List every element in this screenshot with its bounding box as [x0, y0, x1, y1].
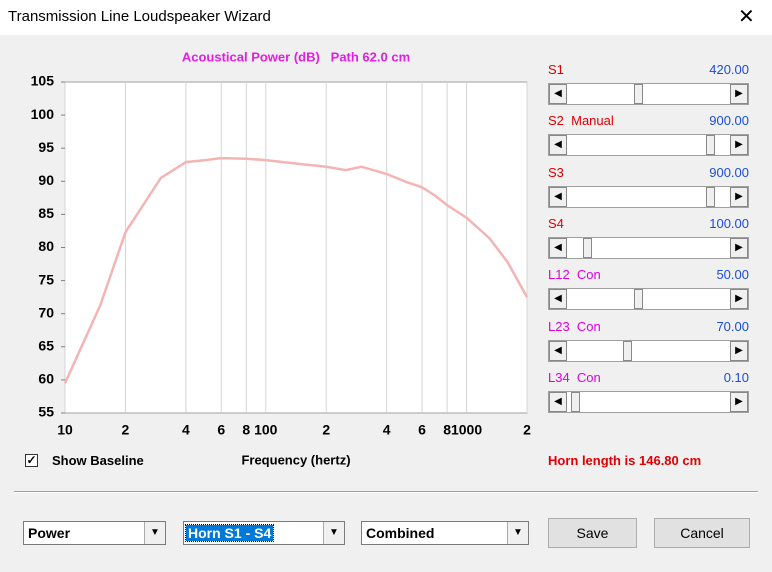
x-tick-label: 8	[443, 422, 451, 438]
slider-label: S4	[548, 215, 564, 231]
chart: Acoustical Power (dB) Path 62.0 cm Frequ…	[31, 49, 531, 467]
slider-label: S1	[548, 62, 564, 77]
slider-value: 70.00	[716, 318, 749, 334]
slider-value: 100.00	[709, 215, 749, 231]
slider-arrow-left: ◀	[549, 135, 567, 156]
slider[interactable]: ◀ ▶	[548, 83, 749, 105]
x-tick-label: 1000	[451, 422, 482, 438]
slider-label: L23 Con	[548, 318, 601, 334]
y-tick-label: 100	[31, 106, 55, 122]
slider-arrow-right: ▶	[730, 135, 748, 156]
slider-value: 0.10	[723, 369, 749, 385]
window-title: Transmission Line Loudspeaker Wizard	[8, 8, 271, 25]
y-tick-label: 80	[38, 238, 54, 254]
plot-area	[64, 81, 528, 414]
slider-arrow-right: ▶	[730, 186, 748, 207]
slider[interactable]: ◀ ▶	[548, 339, 749, 362]
slider[interactable]: ◀ ▶	[548, 288, 749, 311]
dropdown-text: Power	[28, 525, 71, 541]
slider-thumb[interactable]	[634, 84, 643, 104]
slider-arrow-left: ◀	[549, 186, 567, 207]
slider-value: 50.00	[716, 267, 749, 283]
slider-label: S3	[548, 164, 564, 180]
y-tick-label: 90	[38, 172, 54, 188]
separator	[14, 491, 758, 493]
checkbox[interactable]: ✓	[25, 453, 38, 467]
slider-arrow-right: ▶	[730, 84, 748, 104]
x-tick-label: 4	[182, 422, 190, 438]
slider-arrow-left: ◀	[549, 340, 567, 361]
y-tick-label: 65	[38, 338, 54, 354]
slider[interactable]: ◀ ▶	[548, 134, 749, 157]
slider-arrow-right: ▶	[730, 340, 748, 361]
x-tick-label: 2	[122, 422, 130, 438]
y-tick-label: 75	[38, 271, 54, 287]
slider-label: L34 Con	[548, 369, 601, 385]
dropdown-text: Horn S1 - S4	[184, 524, 275, 542]
x-tick-label: 100	[254, 422, 278, 438]
slider-arrow-right: ▶	[730, 289, 748, 310]
x-tick-label: 4	[383, 422, 391, 438]
x-tick-label: 6	[217, 422, 225, 438]
slider-thumb[interactable]	[706, 186, 715, 207]
y-tick-label: 95	[38, 139, 54, 155]
slider-thumb[interactable]	[571, 391, 580, 412]
slider-arrow-left: ◀	[549, 84, 567, 104]
slider-arrow-right: ▶	[730, 391, 748, 412]
x-axis-label: Frequency (hertz)	[241, 452, 350, 467]
slider-value: 900.00	[709, 113, 749, 129]
slider-thumb[interactable]	[706, 135, 715, 156]
slider-thumb[interactable]	[634, 289, 643, 310]
slider-thumb[interactable]	[583, 237, 592, 258]
x-tick-label: 2	[523, 422, 531, 438]
cancel-button[interactable]: Cancel	[654, 518, 750, 548]
checkbox-label[interactable]: Show Baseline	[52, 453, 144, 468]
save-button[interactable]: Save	[548, 518, 637, 548]
slider[interactable]: ◀ ▶	[548, 390, 749, 413]
slider-arrow-left: ◀	[549, 237, 567, 258]
dropdown[interactable]: Power ▼	[23, 521, 166, 545]
dropdown[interactable]: Combined ▼	[361, 521, 529, 545]
slider-value: 900.00	[709, 164, 749, 180]
slider-label: L12 Con	[548, 267, 601, 283]
data-line	[63, 156, 529, 384]
horn-length: Horn length is 146.80 cm	[548, 453, 702, 468]
slider-value: 420.00	[709, 62, 749, 77]
x-tick-label: 8	[242, 422, 250, 438]
x-tick-label: 2	[322, 422, 330, 438]
close-button[interactable]: ✕	[738, 6, 755, 28]
slider[interactable]: ◀ ▶	[548, 185, 749, 208]
slider-arrow-left: ◀	[549, 391, 567, 412]
chart-title: Acoustical Power (dB) Path 62.0 cm	[182, 49, 410, 64]
dropdown-text: Combined	[366, 525, 435, 541]
slider[interactable]: ◀ ▶	[548, 236, 749, 259]
slider-arrow-left: ◀	[549, 289, 567, 310]
y-tick-label: 55	[38, 404, 54, 420]
x-tick-label: 10	[57, 422, 73, 438]
y-tick-label: 105	[31, 73, 55, 89]
slider-label: S2 Manual	[548, 113, 614, 129]
y-tick-label: 60	[38, 371, 54, 387]
y-tick-label: 70	[38, 304, 54, 320]
x-tick-label: 6	[418, 422, 426, 438]
title-bar: Transmission Line Loudspeaker Wizard ✕	[0, 0, 772, 35]
slider-thumb[interactable]	[623, 340, 632, 361]
dropdown[interactable]: Horn S1 - S4 ▼	[183, 521, 345, 545]
slider-arrow-right: ▶	[730, 237, 748, 258]
y-tick-label: 85	[38, 205, 54, 221]
